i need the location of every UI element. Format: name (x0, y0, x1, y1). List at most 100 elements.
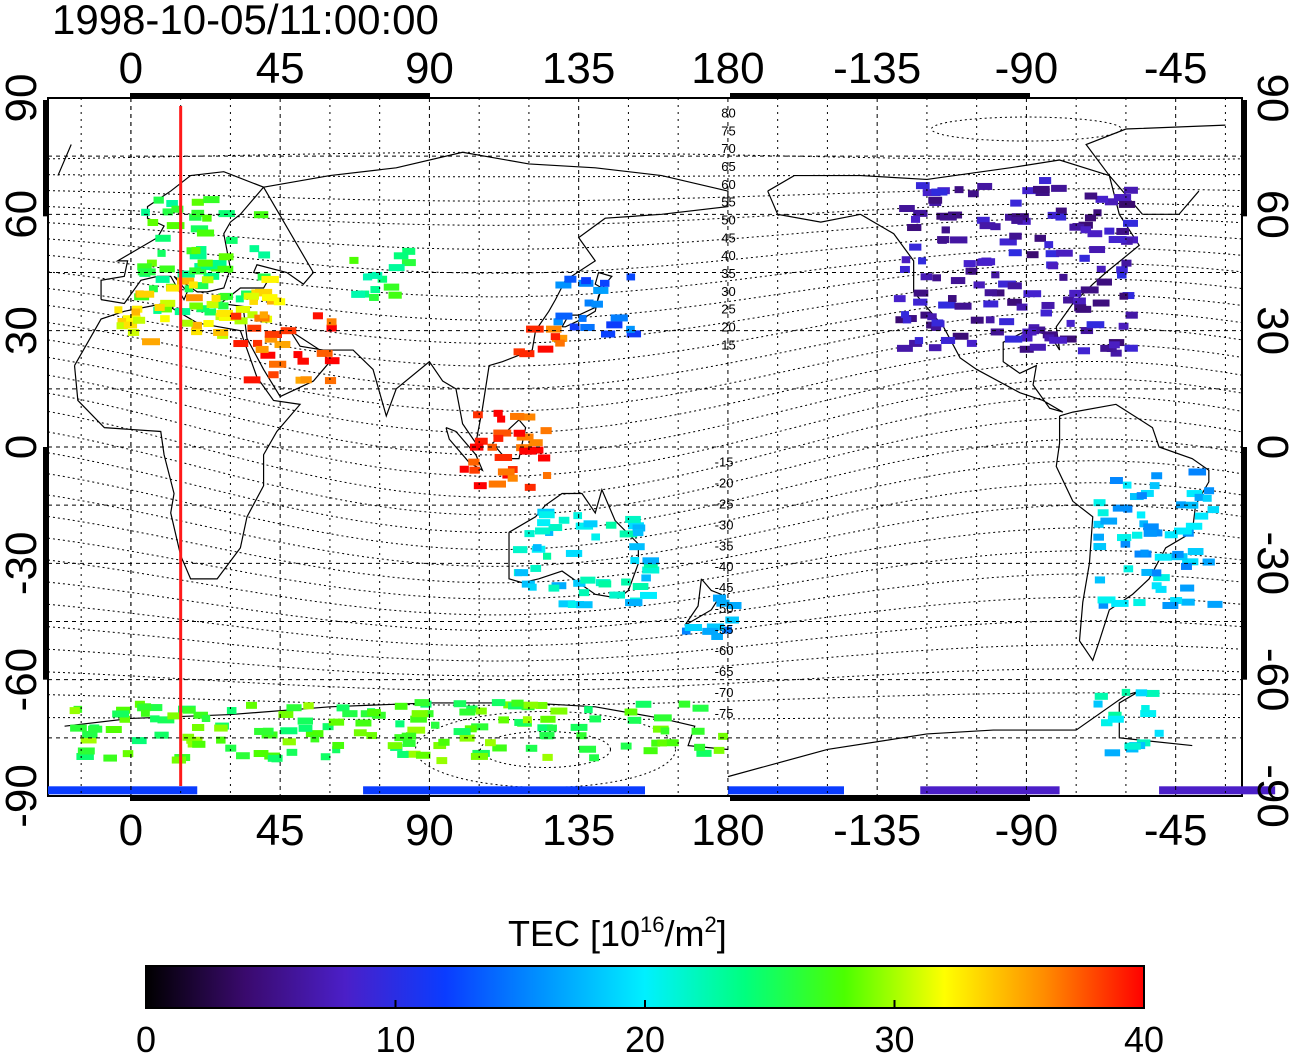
contour-label: -15 (715, 455, 734, 470)
colorbar-tick-label: 30 (874, 1019, 914, 1057)
tec-cell (642, 566, 660, 574)
tec-cell (160, 315, 170, 323)
tec-cell (155, 275, 170, 283)
tec-cell (626, 273, 636, 281)
tec-cell (268, 371, 279, 379)
tec-cell (77, 747, 95, 755)
tec-cell (193, 711, 208, 719)
tec-cell (176, 277, 195, 285)
tec-cell (1016, 303, 1028, 311)
magnetic-contour (47, 550, 1243, 616)
tec-cell (970, 316, 984, 324)
tec-cell (1059, 273, 1068, 281)
tec-cell (584, 299, 594, 307)
tec-cell (1080, 286, 1099, 294)
tec-cell (726, 601, 742, 609)
tec-cell (526, 325, 544, 333)
tec-cell (963, 260, 976, 268)
tec-cell (324, 377, 337, 385)
tec-cell (537, 519, 551, 527)
tec-cell (247, 311, 258, 319)
tec-cell (950, 277, 966, 285)
contour-label: -55 (715, 622, 734, 637)
magnetic-contour (47, 438, 1243, 534)
tec-cell (189, 252, 207, 260)
tec-cell (578, 745, 597, 753)
tec-cell (1141, 705, 1150, 713)
tec-cell (140, 709, 150, 717)
tec-cell (1011, 216, 1023, 224)
tec-cell (497, 415, 506, 423)
lon-tick-label: -90 (995, 44, 1059, 93)
tec-cell (620, 742, 632, 750)
tec-cell (913, 298, 928, 306)
tec-cell (1108, 711, 1122, 719)
tec-cell (632, 529, 644, 537)
tec-cell (226, 707, 237, 715)
tec-cell (1107, 715, 1124, 723)
tec-cell (576, 732, 587, 740)
tec-cell (510, 412, 525, 420)
tec-cell (303, 702, 314, 710)
tec-cell (336, 704, 350, 712)
magnetic-contour (47, 202, 1243, 226)
tec-cell (362, 273, 373, 281)
tec-cell (641, 574, 651, 582)
tec-cell (691, 727, 705, 735)
contour-label: -70 (715, 685, 734, 700)
lon-tick-label: 90 (405, 44, 454, 93)
tec-cell (1140, 489, 1154, 497)
tec-cell (196, 229, 215, 237)
tec-cell (712, 594, 727, 602)
tec-cell (1202, 558, 1215, 566)
tec-cell (1072, 297, 1086, 305)
tec-cell (497, 468, 515, 476)
contour-label: 40 (721, 248, 735, 263)
tec-cell (507, 474, 518, 482)
magnetic-contour (47, 360, 1243, 456)
tec-cell (540, 427, 552, 435)
tec-cell (122, 315, 141, 323)
tec-cell (1094, 576, 1106, 584)
map-area: 80 75 70 65 60 55 50 45 40 35 30 25 20 15 -15 -20 -25 -30… (47, 97, 1276, 797)
frame-bar-bottom (130, 795, 430, 801)
contour-label: -20 (715, 475, 734, 490)
tec-cell (941, 226, 950, 234)
tec-cell (684, 624, 703, 632)
tec-cell (414, 699, 430, 707)
tec-cell (397, 750, 409, 758)
tec-cell (424, 710, 434, 718)
tec-cell (153, 196, 164, 204)
tec-cell (453, 700, 467, 708)
lat-tick-label: 60 (0, 190, 46, 239)
tec-cell (1098, 601, 1109, 609)
tec-cell (547, 724, 557, 732)
tec-cell (203, 196, 220, 204)
tec-cell (952, 332, 969, 340)
tec-cell (1133, 599, 1146, 607)
tec-cell (1093, 499, 1106, 507)
tec-cell (630, 557, 640, 565)
tec-cell (1124, 344, 1138, 352)
contour-label: 50 (721, 213, 735, 228)
tec-cell (609, 591, 626, 599)
tec-cell (116, 706, 131, 714)
tec-cell (225, 744, 237, 752)
tec-cell (393, 252, 409, 260)
tec-cell (553, 318, 563, 326)
tec-cell (573, 512, 583, 520)
lat-tick-labels-right: 90 60 30 0 -30 -60 -90 (1248, 74, 1292, 828)
tec-cell (236, 752, 250, 760)
tec-cell (216, 309, 234, 317)
tec-cell (211, 294, 221, 302)
tec-cell (1066, 319, 1075, 327)
tec-cell (186, 294, 203, 302)
tec-cell (546, 325, 562, 333)
tec-cell (355, 719, 372, 727)
tec-cell (353, 729, 367, 737)
tec-cell (186, 736, 203, 744)
tec-cell (401, 259, 416, 267)
contour-labels: 80 75 70 65 60 55 50 45 40 35 30 25 20 15 -15 -20 -25 -30… (715, 106, 736, 721)
tec-cell (580, 323, 595, 331)
tec-cell (159, 265, 175, 273)
